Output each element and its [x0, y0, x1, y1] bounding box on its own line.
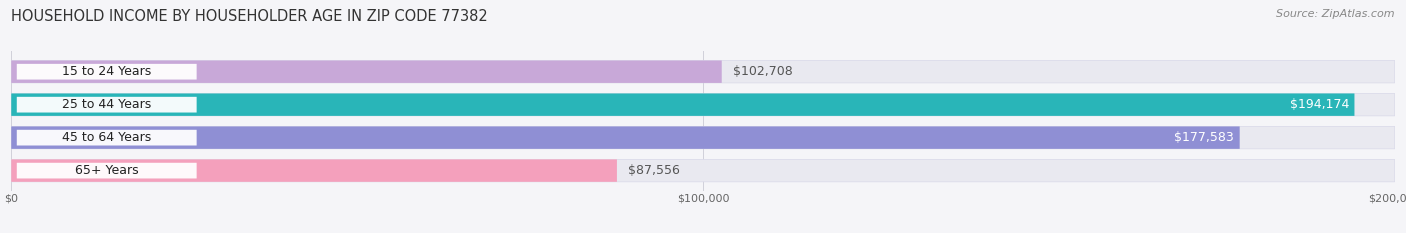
FancyBboxPatch shape	[17, 64, 197, 79]
FancyBboxPatch shape	[17, 97, 197, 113]
Text: 15 to 24 Years: 15 to 24 Years	[62, 65, 152, 78]
Text: $194,174: $194,174	[1289, 98, 1348, 111]
Text: 25 to 44 Years: 25 to 44 Years	[62, 98, 152, 111]
Text: 45 to 64 Years: 45 to 64 Years	[62, 131, 152, 144]
FancyBboxPatch shape	[11, 93, 1354, 116]
FancyBboxPatch shape	[11, 159, 1395, 182]
FancyBboxPatch shape	[11, 127, 1395, 149]
FancyBboxPatch shape	[11, 61, 721, 83]
Text: $177,583: $177,583	[1174, 131, 1234, 144]
FancyBboxPatch shape	[11, 61, 1395, 83]
FancyBboxPatch shape	[11, 127, 1240, 149]
Text: $102,708: $102,708	[733, 65, 793, 78]
Text: Source: ZipAtlas.com: Source: ZipAtlas.com	[1277, 9, 1395, 19]
Text: HOUSEHOLD INCOME BY HOUSEHOLDER AGE IN ZIP CODE 77382: HOUSEHOLD INCOME BY HOUSEHOLDER AGE IN Z…	[11, 9, 488, 24]
Text: 65+ Years: 65+ Years	[75, 164, 139, 177]
Text: $87,556: $87,556	[628, 164, 681, 177]
FancyBboxPatch shape	[11, 93, 1395, 116]
FancyBboxPatch shape	[11, 159, 617, 182]
FancyBboxPatch shape	[17, 130, 197, 145]
FancyBboxPatch shape	[17, 163, 197, 178]
